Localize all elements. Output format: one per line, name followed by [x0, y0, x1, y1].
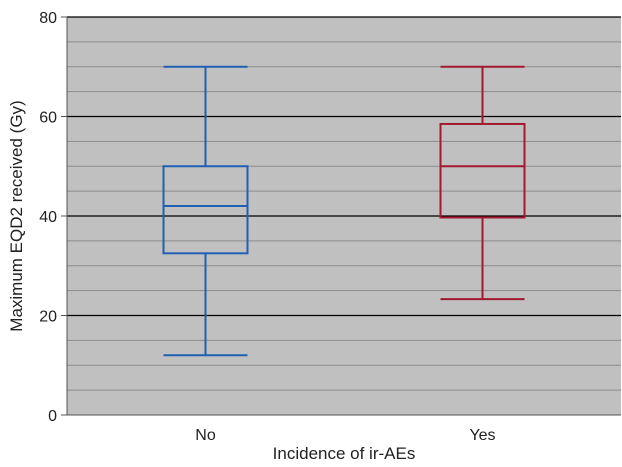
box-yes [439, 65, 526, 301]
x-tick-labels: No Yes [195, 427, 495, 444]
y-tick-label: 20 [39, 309, 57, 326]
x-tick-label: No [195, 427, 216, 444]
box-series [162, 65, 526, 357]
y-tick-label: 60 [39, 110, 57, 127]
y-tick-label: 0 [48, 408, 57, 425]
interquartile-box [439, 122, 526, 219]
y-axis-title: Maximum EQD2 received (Gy) [7, 100, 26, 331]
y-tick-label: 40 [39, 209, 57, 226]
y-tick-label: 80 [39, 10, 57, 27]
x-axis-title: Incidence of ir-AEs [273, 444, 416, 463]
x-tick-label: Yes [469, 427, 495, 444]
y-tick-labels: 0 20 40 60 80 [39, 10, 67, 425]
box-no [162, 65, 249, 357]
interquartile-box [162, 165, 249, 255]
gridlines [67, 16, 621, 391]
